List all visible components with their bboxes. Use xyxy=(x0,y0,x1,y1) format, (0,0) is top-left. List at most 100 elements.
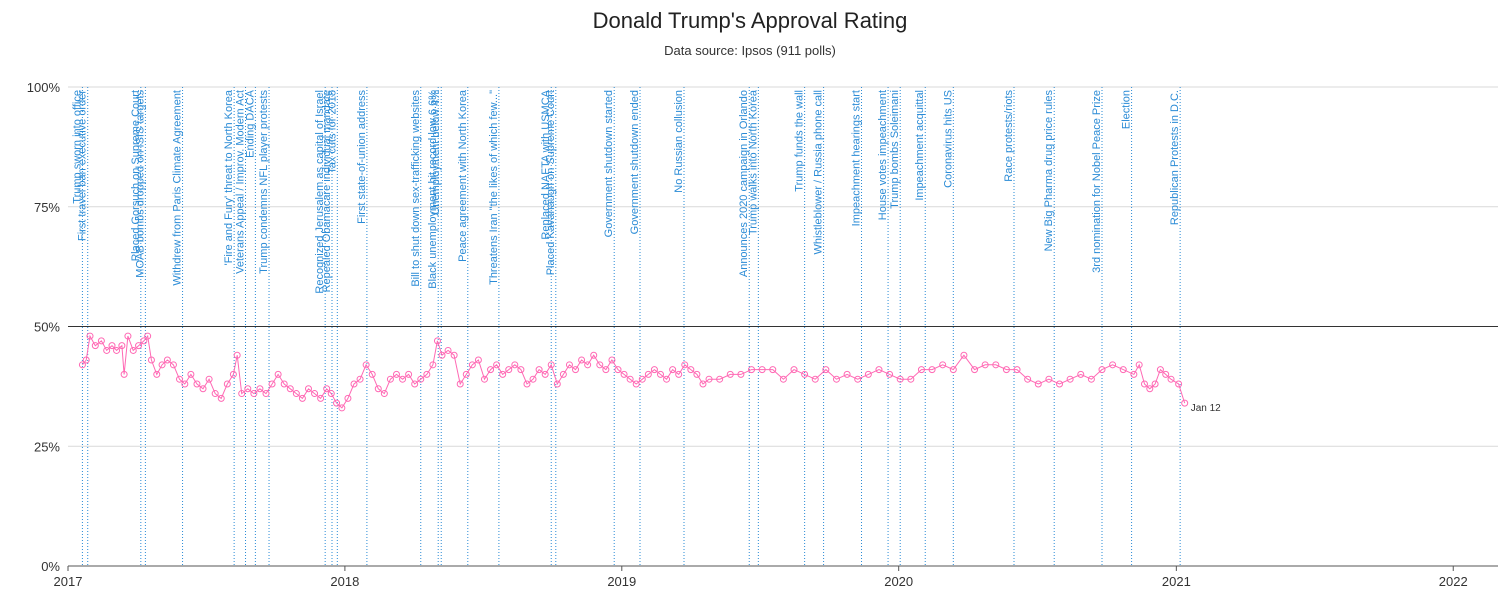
data-point xyxy=(374,385,382,393)
event-label: Trump sworn into office xyxy=(71,90,83,204)
data-point xyxy=(650,366,658,374)
event-label: Trump bombs Soleimani xyxy=(889,90,901,209)
data-point xyxy=(705,375,713,383)
data-point xyxy=(78,361,86,369)
data-point xyxy=(939,361,947,369)
data-point xyxy=(135,342,143,350)
data-point xyxy=(118,342,126,350)
data-point xyxy=(462,370,470,378)
data-point xyxy=(82,356,90,364)
data-point xyxy=(344,394,352,402)
data-point xyxy=(292,390,300,398)
event-label: Placed Gorsuch on Supreme Court xyxy=(130,90,142,261)
data-point xyxy=(181,380,189,388)
data-point xyxy=(256,385,264,393)
data-point xyxy=(262,390,270,398)
event-label: Recognized Jerusalem as capital of Israe… xyxy=(314,90,326,294)
data-point xyxy=(1024,375,1032,383)
data-point xyxy=(590,351,598,359)
data-point xyxy=(675,370,683,378)
event-label: Race protests/riots xyxy=(1003,90,1015,182)
event-label: Black unemployment hit record low 6.6% xyxy=(427,90,439,289)
data-point xyxy=(350,380,358,388)
data-point xyxy=(199,385,207,393)
data-point xyxy=(535,366,543,374)
data-point xyxy=(523,380,531,388)
data-point xyxy=(716,375,724,383)
data-point xyxy=(541,370,549,378)
data-point xyxy=(153,370,161,378)
event-label: Veterans Appeal / Improv. Modern Act xyxy=(235,90,247,274)
x-tick-label: 2020 xyxy=(884,574,913,589)
axes: 0% 25% 50% 75% 100% 2017 2018 2019 2020 2021 2022 xyxy=(27,80,1498,589)
data-point xyxy=(268,380,276,388)
data-point xyxy=(193,380,201,388)
data-point xyxy=(399,375,407,383)
data-point xyxy=(1146,385,1154,393)
event-label: 3rd nomination for Nobel Peace Prize xyxy=(1091,90,1103,273)
data-point xyxy=(1130,370,1138,378)
data-point xyxy=(499,370,507,378)
data-point xyxy=(681,361,689,369)
data-point xyxy=(505,366,513,374)
data-point xyxy=(91,342,99,350)
data-point xyxy=(120,370,128,378)
data-point xyxy=(223,380,231,388)
event-label: Announces 2020 campaign in Orlando xyxy=(738,90,750,277)
data-point xyxy=(274,370,282,378)
data-point xyxy=(368,370,376,378)
data-point xyxy=(311,390,319,398)
x-tick-label: 2017 xyxy=(54,574,83,589)
data-point xyxy=(327,390,335,398)
data-point xyxy=(380,390,388,398)
data-point xyxy=(748,366,756,374)
event-label: House votes impeachment xyxy=(877,90,889,220)
data-point xyxy=(113,346,121,354)
data-point xyxy=(238,390,246,398)
data-point xyxy=(578,356,586,364)
data-point xyxy=(1087,375,1095,383)
data-point xyxy=(97,337,105,345)
data-point xyxy=(423,370,431,378)
data-point xyxy=(244,385,252,393)
data-point xyxy=(129,346,137,354)
data-point xyxy=(843,370,851,378)
data-point xyxy=(1002,366,1010,374)
event-label: Government shutdown started xyxy=(603,90,615,237)
event-label: Placed Kavanaugh on Supreme Court xyxy=(545,90,557,275)
event-label: 'Fire and Fury' threat to North Korea xyxy=(223,89,235,265)
data-point xyxy=(468,361,476,369)
data-point xyxy=(362,361,370,369)
x-tick-label: 2022 xyxy=(1439,574,1468,589)
data-point xyxy=(1156,366,1164,374)
event-label: Unemployment below 4% xyxy=(430,90,442,215)
data-point xyxy=(779,375,787,383)
data-point xyxy=(693,370,701,378)
data-point xyxy=(559,370,567,378)
x-tick-label: 2021 xyxy=(1162,574,1191,589)
data-point xyxy=(493,361,501,369)
data-point xyxy=(280,380,288,388)
data-point xyxy=(1175,380,1183,388)
data-point xyxy=(250,390,258,398)
event-label: New Big Pharma drug price rules xyxy=(1043,90,1055,252)
y-tick-label: 100% xyxy=(27,80,61,95)
data-point xyxy=(737,370,745,378)
event-label: Withdrew from Paris Climate Agreement xyxy=(172,90,184,286)
data-point xyxy=(429,361,437,369)
event-label: First travel ban executive order xyxy=(77,90,89,241)
event-label: Peace agreement with North Korea xyxy=(457,89,469,262)
data-point xyxy=(187,370,195,378)
event-label: Whistleblower / Russia phone call xyxy=(813,90,825,254)
data-point xyxy=(386,375,394,383)
data-point xyxy=(960,351,968,359)
data-point xyxy=(86,332,94,340)
event-label: Impeachment hearings start xyxy=(851,90,863,226)
event-label: Threatens Iran "the likes of which few..… xyxy=(488,90,500,285)
data-point xyxy=(1135,361,1143,369)
event-label: Election xyxy=(1121,90,1133,129)
data-point xyxy=(875,366,883,374)
data-point xyxy=(411,380,419,388)
data-point xyxy=(286,385,294,393)
